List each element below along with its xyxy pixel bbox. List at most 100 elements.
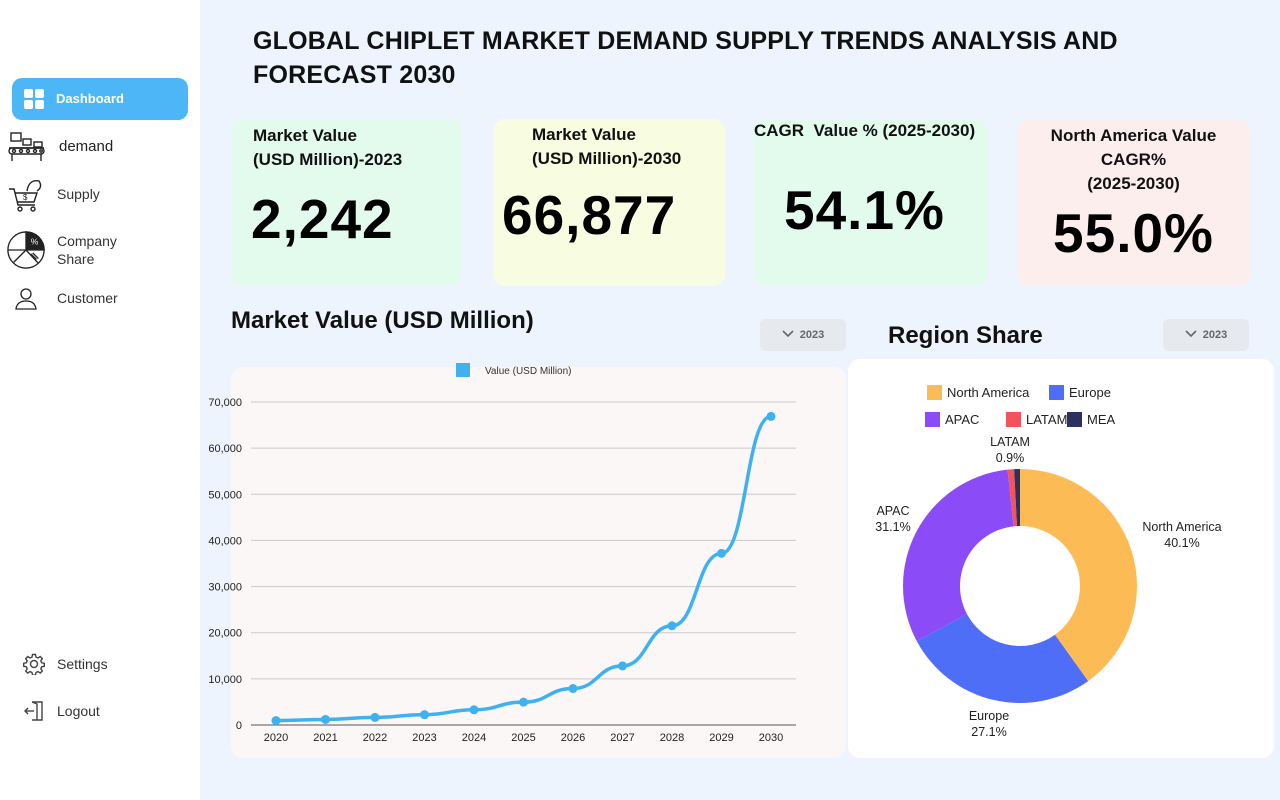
series-line — [275, 414, 772, 723]
x-tick-label: 2029 — [709, 732, 733, 744]
data-point — [370, 712, 380, 722]
sidebar-item-label: Company Share — [57, 233, 117, 267]
donut-slice — [1020, 469, 1137, 682]
data-point — [321, 714, 330, 724]
region-share-title: Region Share — [888, 322, 1043, 349]
chevron-down-icon — [782, 329, 794, 341]
kpi-label-line: Market Value — [253, 126, 357, 145]
y-tick-label: 50,000 — [208, 489, 242, 501]
slice-label: North America — [1142, 520, 1221, 534]
kpi-label: CAGR Value % (2025-2030) — [754, 121, 976, 140]
x-tick-label: 2030 — [759, 732, 783, 744]
data-point — [717, 548, 726, 558]
kpi-label-line: CAGR% — [1100, 150, 1167, 169]
legend-swatch — [456, 363, 470, 377]
chart-legend: North America Europe APAC LATAM MEA — [925, 385, 1116, 427]
slice-value-label: 40.1% — [1164, 536, 1199, 550]
kpi-card-north-america-cagr: North America Value CAGR% (2025-2030) 55… — [1017, 119, 1250, 286]
kpi-value: 2,242 — [251, 188, 394, 250]
data-point — [519, 697, 528, 707]
sidebar-item-label: Logout — [57, 703, 100, 719]
kpi-label-line: (USD Million)-2023 — [253, 150, 403, 169]
kpi-card-market-value-2030: Market Value (USD Million)-2030 66,877 — [493, 119, 725, 286]
y-tick-label: 40,000 — [208, 535, 242, 547]
sidebar-item-customer[interactable]: Customer — [6, 286, 182, 310]
region-year-select[interactable]: 2023 — [1163, 319, 1249, 351]
legend-swatch — [927, 385, 942, 400]
legend-swatch — [1006, 412, 1021, 427]
kpi-value: 66,877 — [502, 184, 677, 246]
data-point — [271, 716, 281, 726]
sidebar-item-supply[interactable]: $ Supply — [6, 175, 182, 213]
slice-value-label: 31.1% — [875, 520, 910, 534]
slice-label: Europe — [969, 709, 1009, 723]
factory-conveyor-icon — [6, 131, 46, 163]
kpi-value: 54.1% — [784, 179, 945, 241]
x-tick-label: 2026 — [561, 732, 585, 744]
x-tick-label: 2024 — [462, 732, 486, 744]
kpi-card-market-value-2023: Market Value (USD Million)-2023 2,242 — [231, 119, 462, 286]
slice-value-label: 0.9% — [996, 451, 1025, 465]
y-tick-label: 30,000 — [208, 582, 242, 594]
data-point — [766, 411, 776, 421]
sidebar-item-dashboard[interactable]: Dashboard — [12, 78, 188, 120]
kpi-label: Market Value (USD Million)-2030 — [532, 123, 681, 171]
x-tick-label: 2023 — [412, 732, 436, 744]
data-point — [469, 705, 479, 715]
sidebar-item-label: Supply — [57, 186, 100, 202]
y-tick-label: 20,000 — [208, 628, 242, 640]
sidebar-item-label: Customer — [57, 290, 118, 306]
pie-chart-percent-icon: % — [6, 229, 46, 271]
legend-label: LATAM — [1026, 412, 1067, 427]
data-point — [568, 684, 578, 694]
gear-icon — [14, 653, 54, 675]
data-point — [420, 710, 429, 720]
legend-label: MEA — [1087, 412, 1116, 427]
x-tick-label: 2021 — [313, 732, 337, 744]
market-value-line-chart: Value (USD Million) 0 10,000 20,000 30,000 40… — [208, 363, 796, 744]
slice-value-label: 27.1% — [971, 725, 1006, 739]
sidebar-item-settings[interactable]: Settings — [14, 653, 190, 675]
sidebar-item-label: demand — [59, 138, 114, 155]
dashboard-grid-icon — [12, 88, 56, 110]
legend-label: North America — [947, 385, 1030, 400]
legend-swatch — [1067, 412, 1082, 427]
legend-swatch — [925, 412, 940, 427]
year-select-value: 2023 — [799, 329, 825, 341]
y-tick-label: 0 — [236, 720, 242, 732]
slice-label: LATAM — [990, 435, 1030, 449]
donut-slice — [916, 614, 1089, 703]
sidebar-item-label: Dashboard — [56, 91, 124, 106]
sidebar-item-demand[interactable]: demand — [6, 131, 182, 163]
x-tick-label: 2025 — [511, 732, 535, 744]
kpi-label-line: North America Value — [1050, 126, 1217, 145]
logout-icon — [14, 700, 54, 722]
sidebar-item-company-share[interactable]: % Company Share — [6, 229, 182, 271]
legend-label: Europe — [1069, 385, 1111, 400]
x-tick-label: 2028 — [660, 732, 684, 744]
legend-label: APAC — [945, 412, 979, 427]
kpi-value: 55.0% — [1053, 202, 1214, 264]
data-point — [667, 621, 677, 631]
donut-slice — [903, 469, 1014, 642]
market-value-chart-panel: Value (USD Million) 0 10,000 20,000 30,000 40… — [208, 363, 846, 758]
kpi-label: North America Value CAGR% (2025-2030) — [1017, 124, 1250, 196]
shopping-cart-icon: $ — [6, 175, 46, 213]
chart-legend: Value (USD Million) — [456, 363, 572, 377]
logout-button[interactable]: Logout — [14, 700, 190, 722]
y-tick-label: 70,000 — [208, 397, 242, 409]
svg-text:$: $ — [23, 193, 28, 202]
chevron-down-icon — [1185, 329, 1197, 341]
slice-label: APAC — [876, 504, 909, 518]
donut-slice — [1007, 469, 1017, 527]
market-value-title: Market Value (USD Million) — [231, 307, 534, 334]
sidebar: Dashboard demand $ Supp — [0, 0, 200, 800]
market-year-select[interactable]: 2023 — [760, 319, 846, 351]
legend-label: Value (USD Million) — [485, 366, 572, 377]
svg-text:%: % — [31, 236, 39, 246]
x-tick-label: 2020 — [264, 732, 288, 744]
region-share-chart-panel: North America Europe APAC LATAM MEA North Ame… — [848, 359, 1274, 758]
x-tick-label: 2027 — [610, 732, 634, 744]
kpi-label-line: (USD Million)-2030 — [532, 149, 682, 168]
